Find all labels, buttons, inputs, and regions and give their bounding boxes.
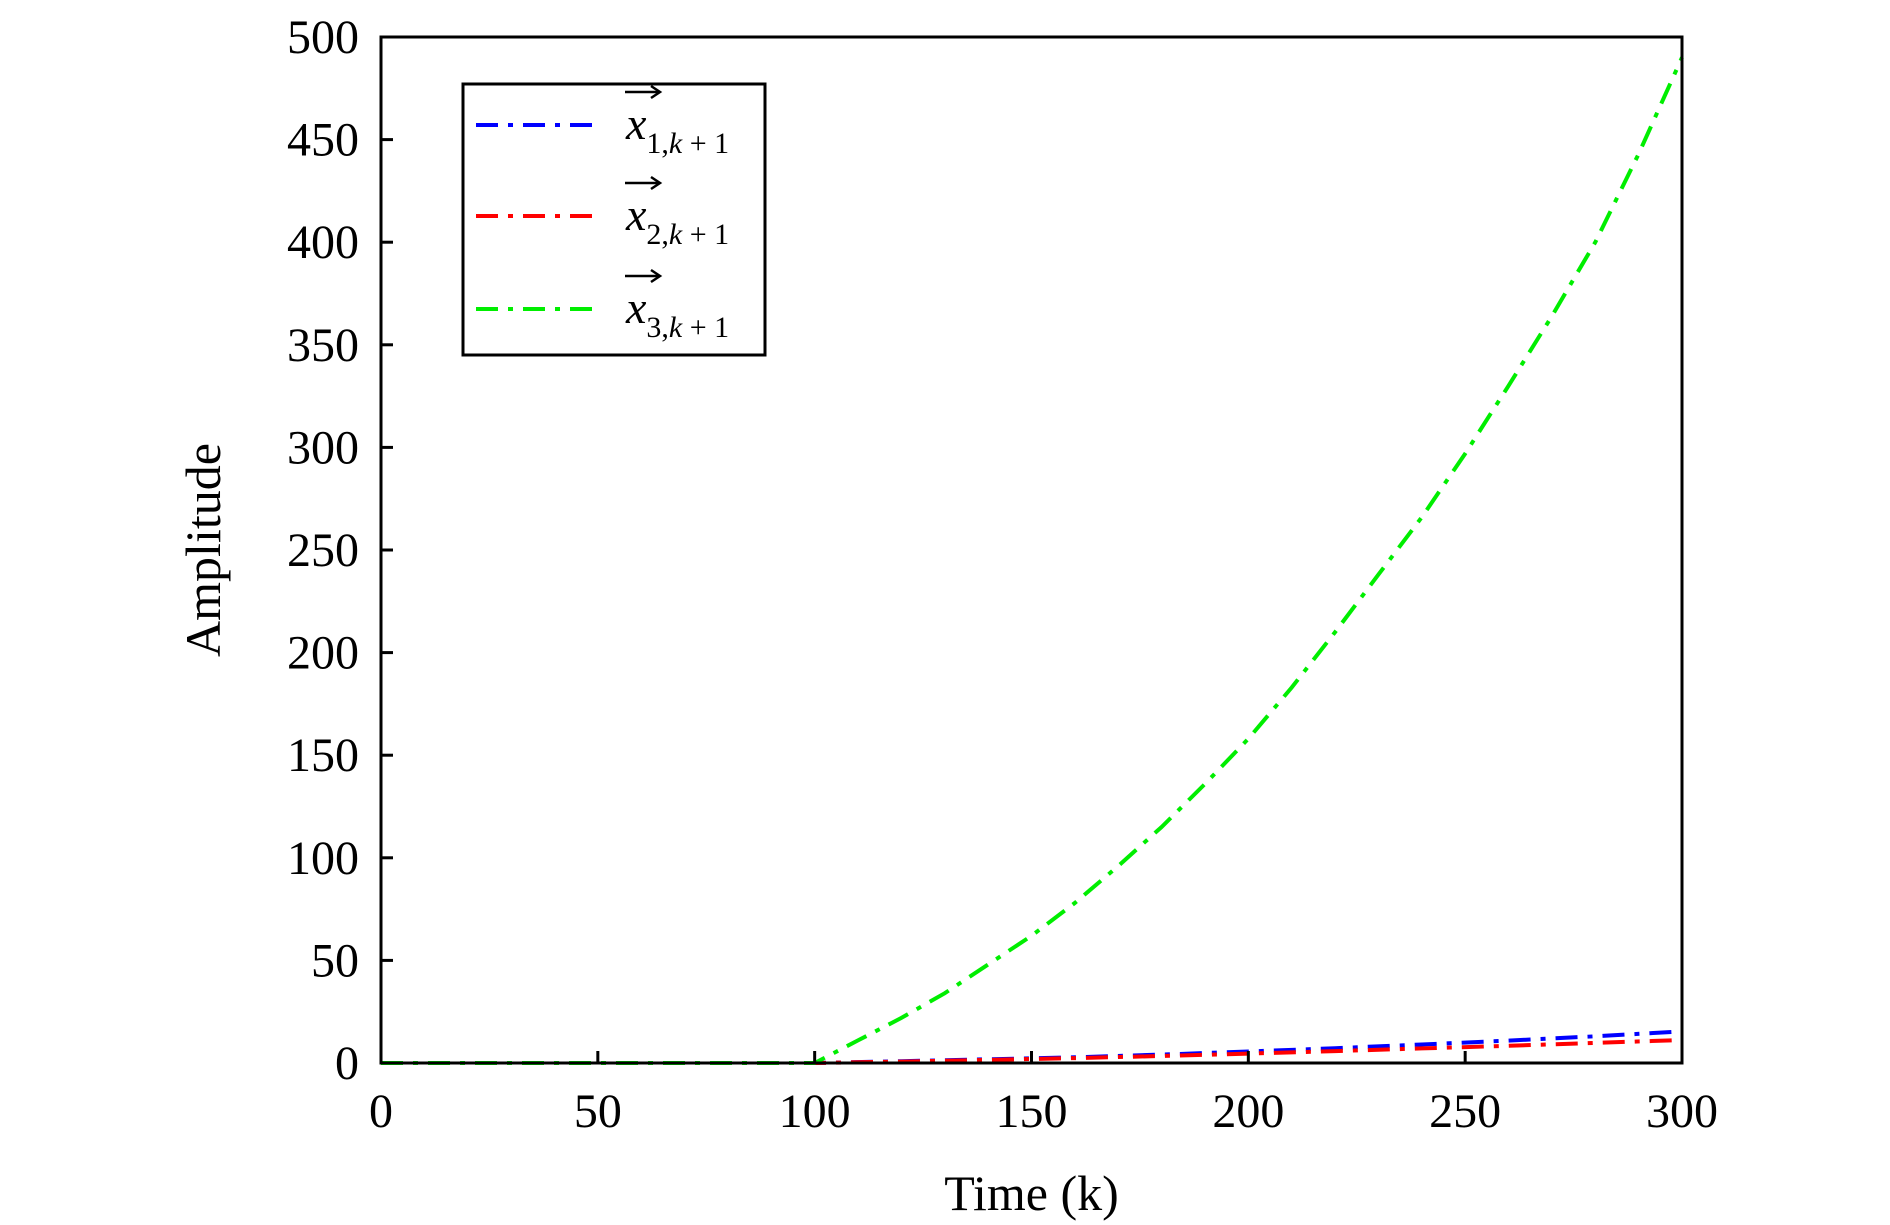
y-tick-label: 150 (287, 729, 359, 782)
legend-label: x1,k + 1 (625, 98, 729, 160)
vector-arrowhead-icon (650, 268, 663, 284)
x-tick-label: 150 (996, 1085, 1068, 1138)
x-tick-label: 100 (779, 1085, 851, 1138)
axes: 0 50 100 150 200 250 300 0 50 100 150 200 250 300 350 4… (175, 11, 1718, 1221)
x-axis-title: Time (k) (944, 1165, 1119, 1221)
x-tick-label: 300 (1646, 1085, 1718, 1138)
y-tick-label: 50 (311, 934, 359, 987)
legend-label: x2,k + 1 (625, 189, 729, 251)
y-tick-label: 300 (287, 421, 359, 474)
series-line-3 (381, 56, 1684, 1065)
legend: x1,k + 1 x2,k + 1 x3,k + 1 (461, 82, 767, 357)
y-tick-label: 0 (335, 1037, 359, 1090)
legend-box (461, 82, 767, 357)
legend-item-1: x1,k + 1 (476, 84, 729, 160)
x-tick-label: 0 (369, 1085, 393, 1138)
legend-item-2: x2,k + 1 (476, 175, 729, 251)
y-axis-title: Amplitude (175, 443, 231, 657)
y-tick-label: 250 (287, 524, 359, 577)
vector-arrowhead-icon (650, 84, 663, 100)
y-tick-label: 500 (287, 11, 359, 64)
x-tick-label: 200 (1212, 1085, 1284, 1138)
y-tick-label: 450 (287, 114, 359, 167)
legend-label: x3,k + 1 (625, 282, 729, 344)
x-tick-label: 50 (574, 1085, 622, 1138)
y-tick-label: 350 (287, 319, 359, 372)
y-tick-label: 400 (287, 216, 359, 269)
y-tick-label: 100 (287, 832, 359, 885)
x-tick-label: 250 (1429, 1085, 1501, 1138)
vector-arrowhead-icon (650, 175, 663, 191)
y-tick-label: 200 (287, 627, 359, 680)
legend-item-3: x3,k + 1 (476, 268, 729, 344)
